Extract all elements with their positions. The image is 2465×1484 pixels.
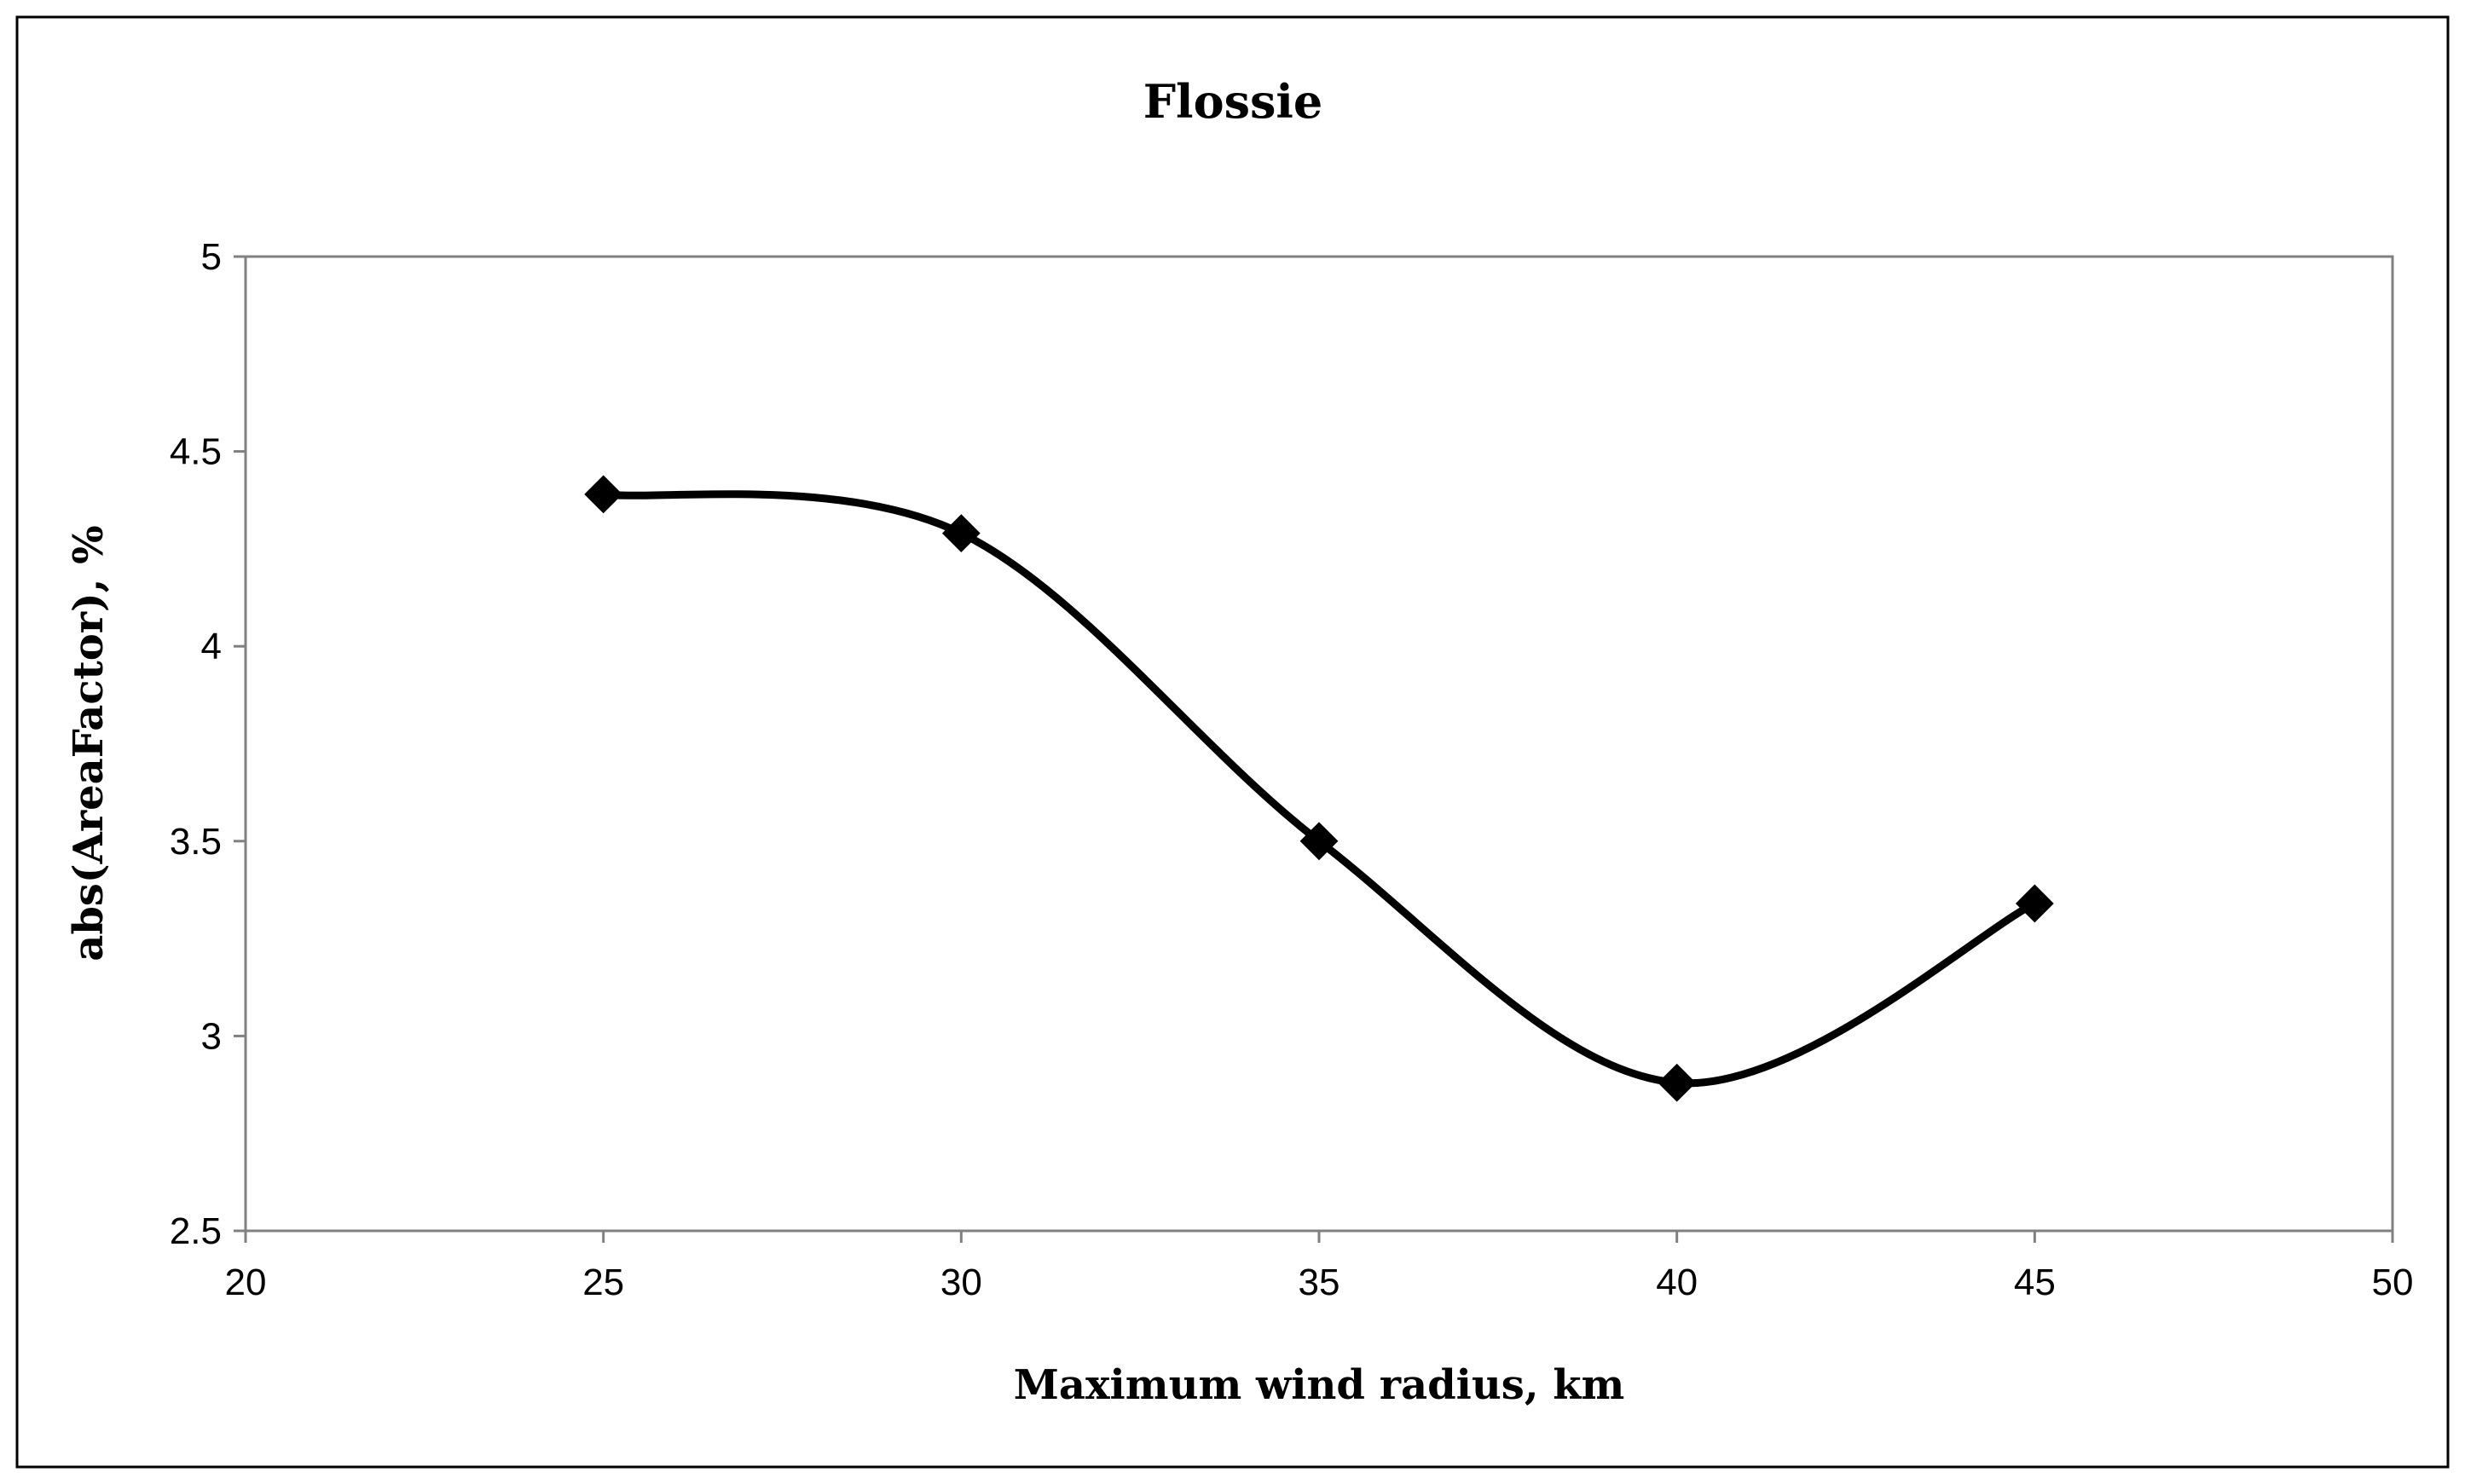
x-tick-label: 40: [1656, 1262, 1698, 1303]
y-tick-label: 4: [201, 626, 222, 667]
x-axis-ticks: 20 25 30 35 40 45 50: [225, 1231, 2414, 1303]
y-axis-ticks: 2.5 3 3.5 4 4.5 5: [170, 236, 246, 1252]
y-tick-label: 5: [201, 236, 222, 278]
x-tick-label: 50: [2372, 1262, 2414, 1303]
x-tick-label: 25: [582, 1262, 624, 1303]
data-point-marker: [2015, 884, 2054, 923]
data-point-marker: [1658, 1063, 1697, 1102]
x-tick-label: 45: [2014, 1262, 2056, 1303]
data-point-marker: [1299, 822, 1339, 861]
series-layer: [584, 475, 2054, 1102]
x-tick-label: 30: [940, 1262, 982, 1303]
data-point-marker: [584, 475, 623, 514]
chart-frame: [15, 15, 2450, 1469]
y-tick-label: 2.5: [170, 1210, 222, 1252]
y-tick-label: 4.5: [170, 431, 222, 473]
data-point-marker: [941, 514, 981, 553]
chart-title: Flossie: [1143, 74, 1323, 129]
y-axis-label: abs(AreaFactor), %: [65, 525, 113, 961]
y-tick-label: 3.5: [170, 821, 222, 863]
x-tick-label: 35: [1299, 1262, 1340, 1303]
x-tick-label: 20: [225, 1262, 267, 1303]
x-axis-label: Maximum wind radius, km: [1014, 1361, 1625, 1409]
y-tick-label: 3: [201, 1015, 222, 1057]
